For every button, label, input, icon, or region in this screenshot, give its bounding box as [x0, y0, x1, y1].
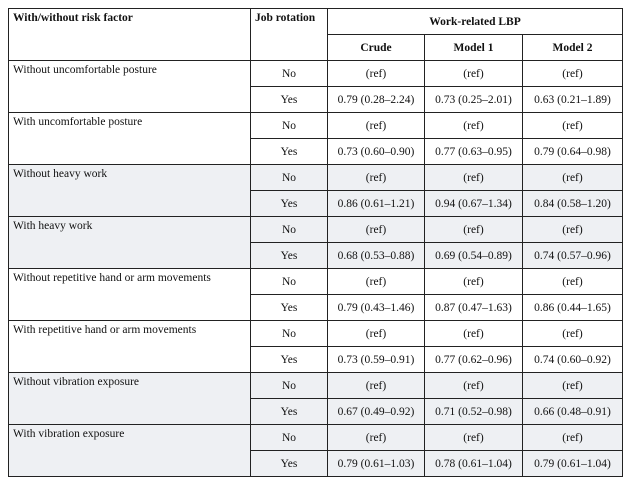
- model1-value-cell: 0.87 (0.47–1.63): [424, 294, 523, 321]
- crude-value-cell: (ref): [327, 216, 425, 243]
- model2-value-cell: (ref): [521, 216, 624, 243]
- crude-value-cell: 0.79 (0.43–1.46): [327, 294, 425, 321]
- odds-ratio-table: With/without risk factor Job rotation Wo…: [8, 8, 624, 477]
- job-rotation-cell: Yes: [250, 398, 328, 425]
- risk-factor-label: With repetitive hand or arm movements: [8, 320, 251, 373]
- model1-value-cell: (ref): [424, 164, 523, 191]
- table-row: Yes 0.73 (0.60–0.90) 0.77 (0.63–0.95) 0.79 …: [9, 138, 624, 165]
- table-row: Without uncomfortable posture No (ref) (ref…: [8, 60, 624, 113]
- job-rotation-cell: Yes: [250, 242, 328, 269]
- job-rotation-cell: Yes: [250, 138, 328, 165]
- header-work-related-lbp: Work-related LBP: [326, 8, 624, 35]
- model2-value-cell: (ref): [521, 424, 624, 451]
- job-rotation-cell: Yes: [250, 346, 328, 373]
- crude-value-cell: (ref): [327, 320, 425, 347]
- job-rotation-cell: Yes: [250, 190, 328, 217]
- model2-value-cell: 0.74 (0.60–0.92): [521, 346, 624, 373]
- table-row: Without heavy work No (ref) (ref) (ref): [8, 164, 624, 217]
- model2-value-cell: (ref): [521, 320, 624, 347]
- header-row-1: With/without risk factor Job rotation Wo…: [8, 8, 624, 61]
- table-row: Yes 0.86 (0.61–1.21) 0.94 (0.67–1.34) 0.84 …: [9, 190, 624, 217]
- risk-factor-label: With uncomfortable posture: [8, 112, 251, 165]
- table-row: With vibration exposure No (ref) (ref) (ref): [8, 424, 624, 477]
- job-rotation-cell: No: [250, 164, 328, 191]
- model1-value-cell: (ref): [424, 320, 523, 347]
- risk-factor-label: Without repetitive hand or arm movements: [8, 268, 251, 321]
- model2-value-cell: 0.79 (0.64–0.98): [521, 138, 624, 165]
- crude-value-cell: 0.68 (0.53–0.88): [327, 242, 425, 269]
- crude-value-cell: (ref): [327, 424, 425, 451]
- table-row: Yes 0.73 (0.59–0.91) 0.77 (0.62–0.96) 0.74 …: [9, 346, 624, 373]
- header-row-2: Crude Model 1 Model 2: [9, 34, 624, 61]
- crude-value-cell: (ref): [327, 60, 425, 87]
- crude-value-cell: (ref): [327, 372, 425, 399]
- model1-value-cell: (ref): [424, 372, 523, 399]
- model2-value-cell: (ref): [521, 60, 624, 87]
- crude-value-cell: 0.73 (0.59–0.91): [327, 346, 425, 373]
- header-crude: Crude: [327, 34, 425, 61]
- crude-value-cell: 0.67 (0.49–0.92): [327, 398, 425, 425]
- model1-value-cell: 0.78 (0.61–1.04): [424, 450, 523, 477]
- job-rotation-cell: No: [250, 372, 328, 399]
- table-row: Yes 0.79 (0.61–1.03) 0.78 (0.61–1.04) 0.79 …: [9, 450, 624, 477]
- risk-factor-label: Without vibration exposure: [8, 372, 251, 425]
- model2-value-cell: 0.66 (0.48–0.91): [521, 398, 624, 425]
- header-job-rotation: Job rotation: [250, 8, 328, 61]
- header-model-1: Model 1: [424, 34, 523, 61]
- header-model-2: Model 2: [521, 34, 624, 61]
- model2-value-cell: (ref): [521, 164, 624, 191]
- model1-value-cell: (ref): [424, 60, 523, 87]
- crude-value-cell: 0.79 (0.28–2.24): [327, 86, 425, 113]
- job-rotation-cell: No: [250, 268, 328, 295]
- job-rotation-cell: No: [250, 60, 328, 87]
- model1-value-cell: (ref): [424, 424, 523, 451]
- table-row: Without vibration exposure No (ref) (ref) (r…: [8, 372, 624, 425]
- model2-value-cell: 0.74 (0.57–0.96): [521, 242, 624, 269]
- model2-value-cell: 0.86 (0.44–1.65): [521, 294, 624, 321]
- model2-value-cell: 0.63 (0.21–1.89): [521, 86, 624, 113]
- model1-value-cell: 0.71 (0.52–0.98): [424, 398, 523, 425]
- table-row: Yes 0.67 (0.49–0.92) 0.71 (0.52–0.98) 0.66 …: [9, 398, 624, 425]
- model2-value-cell: (ref): [521, 372, 624, 399]
- job-rotation-cell: No: [250, 424, 328, 451]
- risk-factor-label: Without uncomfortable posture: [8, 60, 251, 113]
- model1-value-cell: 0.77 (0.63–0.95): [424, 138, 523, 165]
- job-rotation-cell: Yes: [250, 294, 328, 321]
- table-row: Yes 0.68 (0.53–0.88) 0.69 (0.54–0.89) 0.74 …: [9, 242, 624, 269]
- model1-value-cell: (ref): [424, 268, 523, 295]
- table-row: With heavy work No (ref) (ref) (ref): [8, 216, 624, 269]
- risk-factor-label: Without heavy work: [8, 164, 251, 217]
- model2-value-cell: (ref): [521, 268, 624, 295]
- model2-value-cell: 0.84 (0.58–1.20): [521, 190, 624, 217]
- crude-value-cell: 0.73 (0.60–0.90): [327, 138, 425, 165]
- table-row: Yes 0.79 (0.43–1.46) 0.87 (0.47–1.63) 0.86 …: [9, 294, 624, 321]
- model1-value-cell: (ref): [424, 112, 523, 139]
- job-rotation-cell: No: [250, 216, 328, 243]
- table-row: With uncomfortable posture No (ref) (ref) (r…: [8, 112, 624, 165]
- model1-value-cell: 0.77 (0.62–0.96): [424, 346, 523, 373]
- model1-value-cell: 0.94 (0.67–1.34): [424, 190, 523, 217]
- crude-value-cell: (ref): [327, 164, 425, 191]
- crude-value-cell: (ref): [327, 268, 425, 295]
- model1-value-cell: 0.69 (0.54–0.89): [424, 242, 523, 269]
- table-row: Without repetitive hand or arm movements…: [8, 268, 624, 321]
- table-row: With repetitive hand or arm movements No(…: [8, 320, 624, 373]
- table-body: Without uncomfortable posture No (ref) (ref…: [8, 60, 624, 477]
- job-rotation-cell: Yes: [250, 86, 328, 113]
- model2-value-cell: (ref): [521, 112, 624, 139]
- model1-value-cell: 0.73 (0.25–2.01): [424, 86, 523, 113]
- table-row: Yes 0.79 (0.28–2.24) 0.73 (0.25–2.01) 0.63 …: [9, 86, 624, 113]
- model1-value-cell: (ref): [424, 216, 523, 243]
- crude-value-cell: 0.79 (0.61–1.03): [327, 450, 425, 477]
- risk-factor-label: With heavy work: [8, 216, 251, 269]
- job-rotation-cell: No: [250, 112, 328, 139]
- job-rotation-cell: No: [250, 320, 328, 347]
- job-rotation-cell: Yes: [250, 450, 328, 477]
- risk-factor-label: With vibration exposure: [8, 424, 251, 477]
- crude-value-cell: (ref): [327, 112, 425, 139]
- header-risk-factor: With/without risk factor: [8, 8, 251, 61]
- crude-value-cell: 0.86 (0.61–1.21): [327, 190, 425, 217]
- model2-value-cell: 0.79 (0.61–1.04): [521, 450, 624, 477]
